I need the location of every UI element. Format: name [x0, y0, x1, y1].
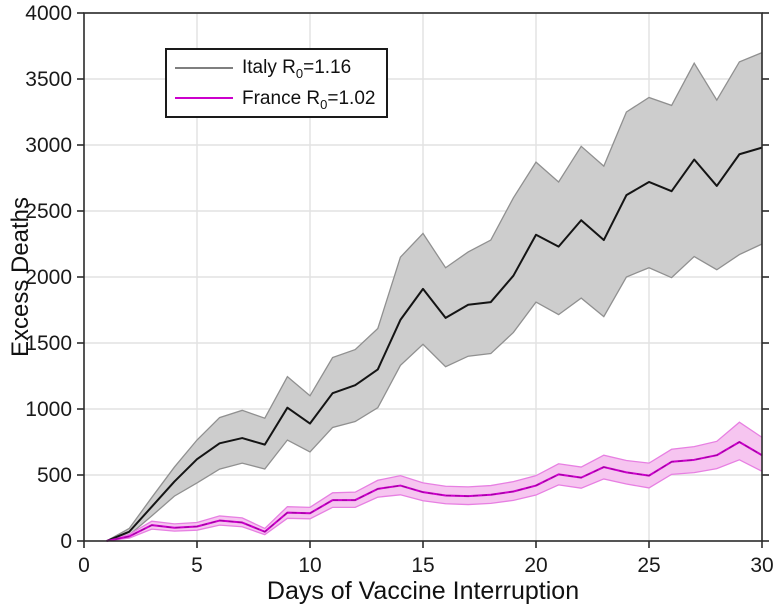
svg-text:25: 25: [637, 554, 660, 577]
legend-label-italy: Italy R0=1.16: [242, 57, 352, 81]
svg-text:3500: 3500: [25, 68, 72, 91]
svg-text:5: 5: [191, 554, 203, 577]
svg-text:2500: 2500: [25, 200, 72, 223]
svg-text:30: 30: [750, 554, 773, 577]
svg-text:0: 0: [78, 554, 90, 577]
y-axis-label: Excess Deaths: [7, 196, 34, 358]
x-axis-label: Days of Vaccine Interruption: [266, 577, 580, 605]
svg-text:4000: 4000: [25, 2, 72, 25]
legend-line-italy: [175, 66, 233, 69]
svg-text:2000: 2000: [25, 266, 72, 289]
legend-item-france: France R0=1.02: [167, 83, 386, 113]
legend-item-italy: Italy R0=1.16: [167, 53, 386, 83]
svg-text:500: 500: [37, 464, 72, 487]
svg-text:10: 10: [298, 554, 321, 577]
legend-label-france: France R0=1.02: [242, 87, 376, 112]
svg-text:1000: 1000: [25, 398, 72, 421]
svg-text:1500: 1500: [25, 332, 72, 355]
legend-line-france: [175, 97, 233, 100]
svg-text:15: 15: [411, 554, 434, 577]
svg-text:0: 0: [60, 530, 72, 553]
legend: Italy R0=1.16 France R0=1.02: [165, 48, 388, 118]
svg-text:20: 20: [524, 554, 547, 577]
svg-text:3000: 3000: [25, 134, 72, 157]
